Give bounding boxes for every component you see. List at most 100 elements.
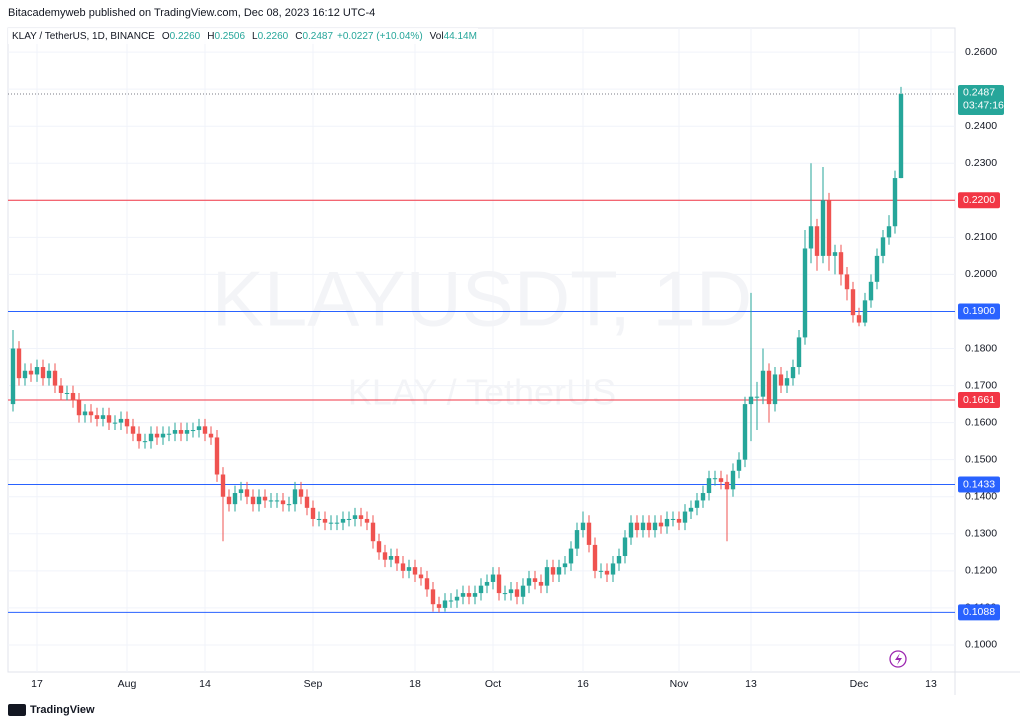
candle-body	[190, 430, 196, 432]
candle-body	[142, 441, 148, 443]
candle-body	[352, 515, 358, 519]
x-tick-label: Sep	[304, 678, 323, 690]
candle-body	[82, 411, 88, 416]
candles	[10, 86, 904, 613]
candle-body	[292, 489, 298, 505]
candle-body	[478, 585, 484, 594]
candle-body	[862, 300, 868, 323]
candle-body	[244, 489, 250, 497]
candle-body	[166, 433, 172, 435]
candle-body	[892, 178, 898, 227]
candle-body	[460, 593, 466, 597]
y-tick-label: 0.1800	[965, 342, 997, 354]
x-tick-label: 18	[409, 678, 421, 690]
candle-body	[856, 315, 862, 323]
candle-body	[22, 370, 28, 379]
candle-body	[388, 556, 394, 560]
candle-body	[808, 226, 814, 249]
candle-body	[676, 518, 682, 523]
y-tick-label: 0.2300	[965, 157, 997, 169]
candle-body	[616, 556, 622, 564]
alert-icon[interactable]	[889, 650, 907, 668]
candle-body	[346, 518, 352, 520]
level-label: 0.1900	[963, 305, 995, 317]
candle-body	[232, 493, 238, 505]
y-tick-label: 0.2000	[965, 268, 997, 280]
candle-body	[112, 422, 118, 424]
candle-body	[502, 593, 508, 595]
candle-body	[154, 433, 160, 438]
footer-brand: TradingView	[30, 704, 95, 716]
candle-body	[124, 418, 130, 427]
candle-body	[358, 515, 364, 519]
candle-body	[754, 396, 760, 398]
candle-body	[688, 507, 694, 512]
candle-body	[496, 574, 502, 594]
candle-body	[580, 522, 586, 531]
candle-body	[88, 411, 94, 416]
legend-value: 0.2506	[214, 31, 245, 42]
candle-body	[520, 585, 526, 597]
candle-body	[334, 522, 340, 524]
candle-body	[796, 337, 802, 368]
candle-body	[550, 567, 556, 575]
candle-body	[238, 489, 244, 494]
level-label: 0.2200	[963, 194, 995, 206]
alert-bolt	[895, 653, 902, 665]
candle-body	[736, 459, 742, 471]
candle-body	[706, 478, 712, 494]
countdown: 03:47:16	[963, 100, 1004, 112]
candle-body	[454, 596, 460, 601]
y-tick-label: 0.2600	[965, 46, 997, 58]
candle-body	[310, 507, 316, 519]
level-label-bg	[958, 476, 1000, 493]
candle-body	[298, 489, 304, 497]
last-price-bg	[958, 84, 1004, 115]
candle-body	[850, 289, 856, 316]
candle-body	[106, 415, 112, 423]
candle-body	[328, 522, 334, 524]
candle-body	[568, 548, 574, 564]
x-tick-label: 16	[577, 678, 589, 690]
level-label: 0.1661	[963, 394, 995, 406]
candle-body	[40, 367, 46, 379]
candle-body	[652, 522, 658, 531]
candle-body	[508, 589, 514, 594]
candle-body	[658, 522, 664, 527]
candle-body	[274, 500, 280, 502]
candle-body	[844, 274, 850, 290]
level-label-bg	[958, 192, 1000, 209]
x-tick-label: 13	[745, 678, 757, 690]
candle-body	[538, 581, 544, 586]
candle-body	[340, 518, 346, 523]
y-tick-label: 0.1700	[965, 379, 997, 391]
candle-body	[472, 593, 478, 597]
candle-body	[634, 522, 640, 531]
candle-body	[826, 200, 832, 256]
candle-body	[16, 348, 22, 379]
candle-body	[748, 396, 754, 405]
candle-body	[700, 493, 706, 501]
x-tick-label: 13	[925, 678, 937, 690]
candle-body	[394, 556, 400, 564]
candle-body	[868, 281, 874, 301]
candle-body	[802, 248, 808, 338]
legend-bg	[8, 28, 478, 44]
candle-body	[376, 541, 382, 553]
x-tick-label: 14	[199, 678, 211, 690]
candle-body	[514, 589, 520, 597]
candle-body	[784, 378, 790, 386]
candle-body	[256, 496, 262, 505]
candle-body	[442, 600, 448, 608]
x-tick-label: 17	[31, 678, 43, 690]
y-tick-label: 0.1000	[965, 639, 997, 651]
candle-body	[172, 430, 178, 434]
candle-body	[202, 426, 208, 434]
tv-logo	[8, 704, 26, 716]
candle-body	[838, 252, 844, 275]
candle-body	[484, 581, 490, 586]
candle-body	[544, 567, 550, 586]
candle-body	[730, 470, 736, 490]
y-tick-label: 0.1600	[965, 416, 997, 428]
